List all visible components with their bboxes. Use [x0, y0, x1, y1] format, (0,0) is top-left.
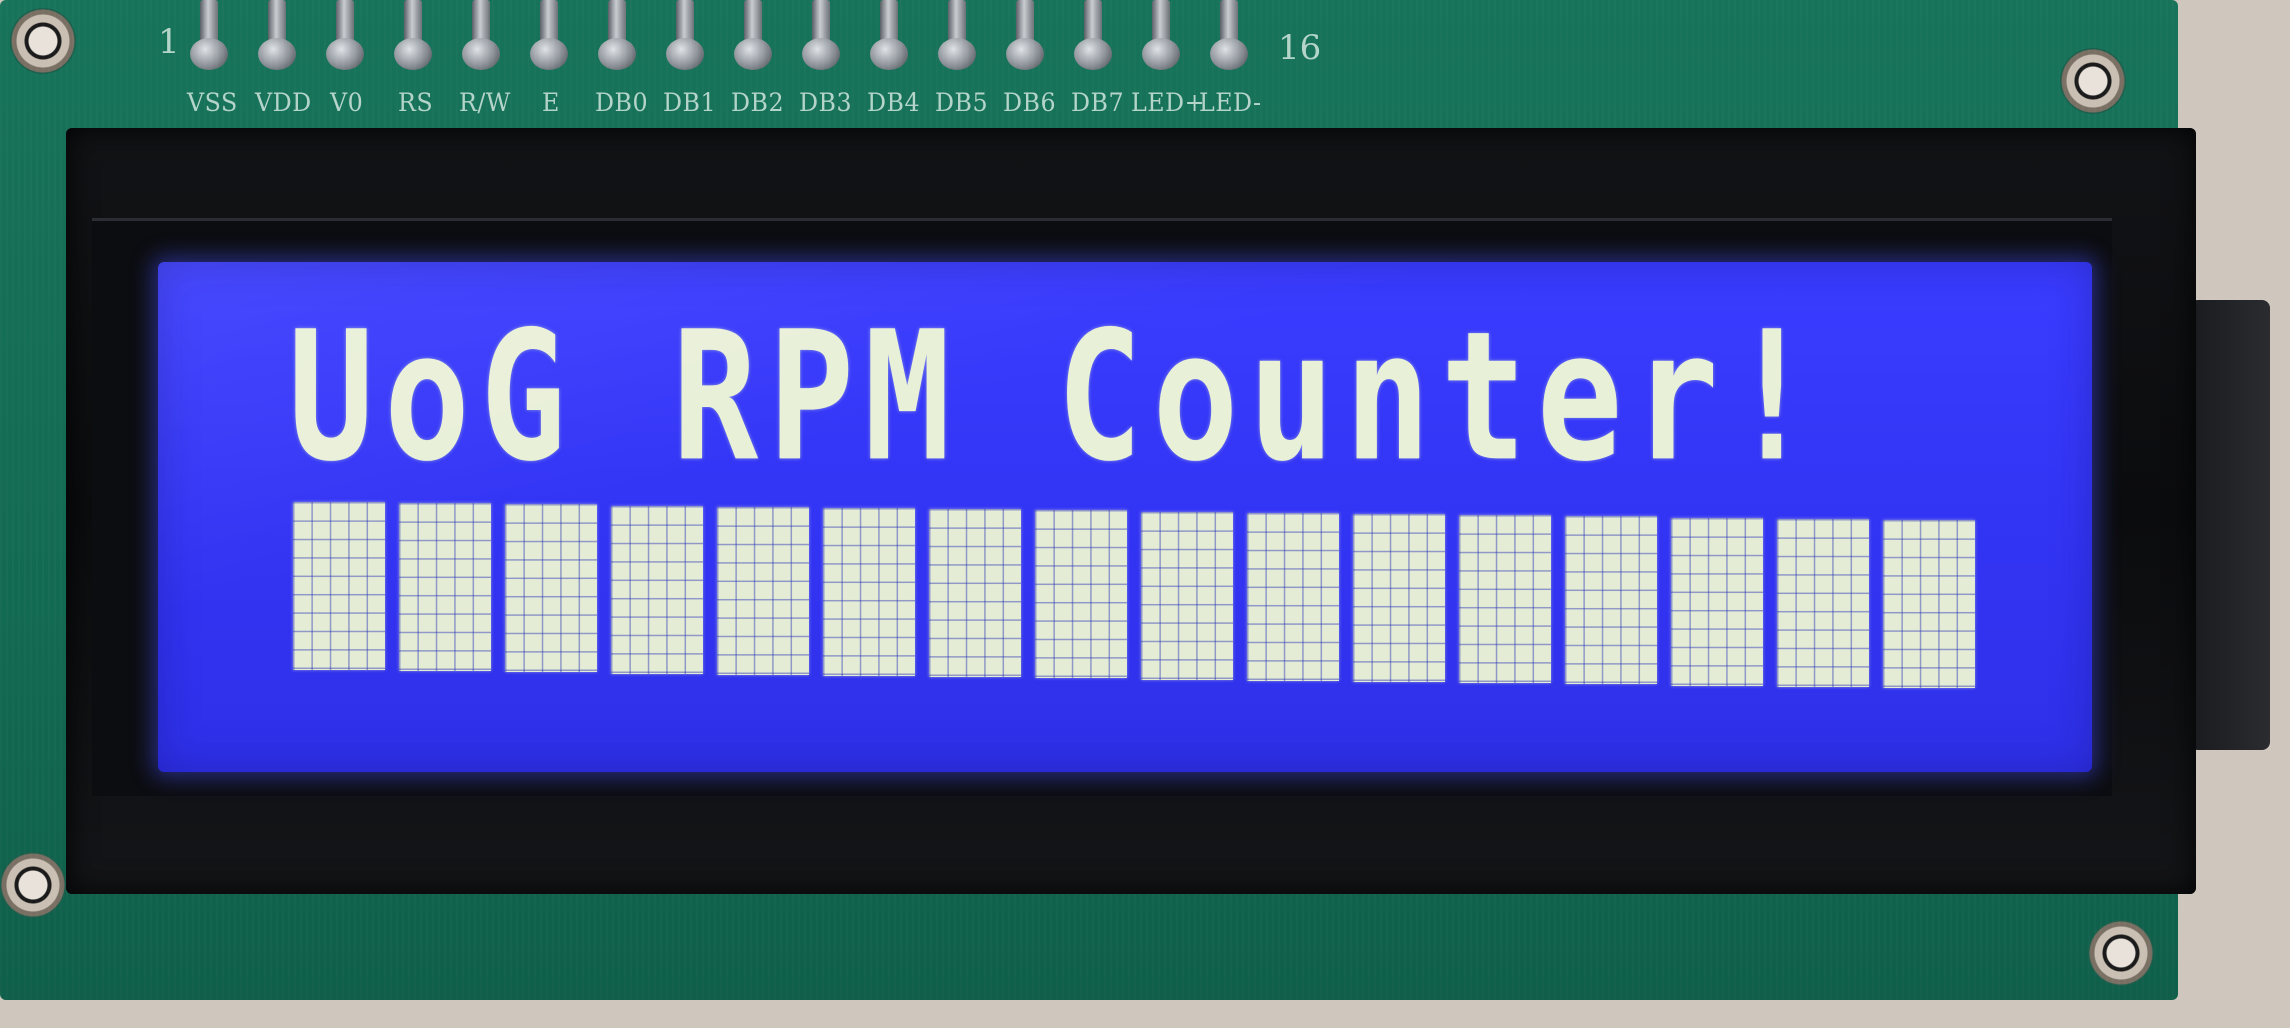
pin-label: RS — [398, 88, 434, 117]
lcd-char-block — [929, 509, 1021, 678]
header-pin — [938, 0, 976, 72]
lcd-char-block — [823, 508, 915, 676]
lcd-line-2-block-bar — [293, 502, 2093, 692]
header-pin — [326, 0, 364, 72]
lcd-char-block — [1671, 517, 1763, 686]
header-pin — [1006, 0, 1044, 72]
pin-label: R/W — [458, 88, 511, 117]
header-pins — [190, 0, 1280, 80]
header-pin — [1074, 0, 1112, 72]
flex-connector — [2190, 300, 2270, 750]
pin-number-first: 1 — [158, 22, 180, 62]
pin-label: DB1 — [662, 88, 716, 117]
header-pin — [802, 0, 840, 72]
header-pin — [598, 0, 636, 72]
lcd-char-block — [1247, 512, 1339, 681]
lcd-char-block — [1565, 516, 1657, 685]
pin-label: DB0 — [594, 88, 648, 117]
pin-label: E — [541, 88, 560, 117]
pin-label: DB7 — [1070, 88, 1124, 117]
lcd-char-block — [611, 505, 703, 674]
pin-label: DB5 — [934, 88, 988, 117]
header-pin — [666, 0, 704, 72]
header-pin — [734, 0, 772, 72]
header-pin — [1210, 0, 1248, 72]
lcd-char-block — [717, 506, 809, 675]
lcd-char-block — [1353, 514, 1445, 682]
pin-label: LED+ — [1131, 88, 1205, 117]
pin-label: LED- — [1199, 88, 1262, 117]
lcd-char-block — [505, 504, 597, 673]
pin-label: DB6 — [1002, 88, 1056, 117]
header-pin — [258, 0, 296, 72]
header-pin — [870, 0, 908, 72]
mounting-hole-bottom-right — [2088, 920, 2154, 986]
pin-label: DB4 — [866, 88, 920, 117]
mounting-hole-top-left — [10, 8, 76, 74]
lcd-char-block — [1141, 511, 1233, 680]
pin-label: V0 — [330, 88, 364, 117]
lcd-char-block — [293, 502, 385, 670]
pin-number-last: 16 — [1278, 28, 1322, 68]
lcd-char-block — [399, 503, 491, 672]
lcd-screen: UoG RPM Counter! — [158, 262, 2092, 772]
header-pin — [530, 0, 568, 72]
mounting-hole-top-right — [2060, 48, 2126, 114]
pin-label: DB2 — [730, 88, 784, 117]
lcd-line-1: UoG RPM Counter! — [288, 293, 1825, 502]
lcd-char-block — [1777, 518, 1869, 687]
header-pin — [462, 0, 500, 72]
header-pin — [394, 0, 432, 72]
pin-label: VSS — [186, 88, 238, 117]
pin-label: VDD — [254, 88, 312, 117]
lcd-char-block — [1883, 520, 1975, 688]
header-pin — [190, 0, 228, 72]
header-pin — [1142, 0, 1180, 72]
lcd-char-block — [1459, 515, 1551, 684]
mounting-hole-bottom-left — [0, 852, 66, 918]
pin-label: DB3 — [798, 88, 852, 117]
lcd-char-block — [1035, 510, 1127, 679]
